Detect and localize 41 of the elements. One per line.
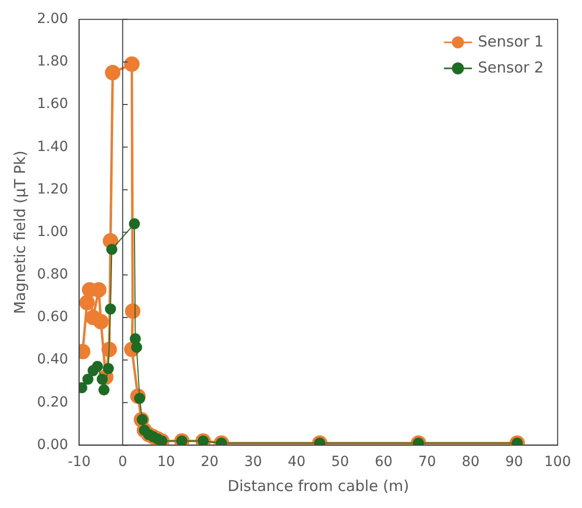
x-tick-label: 40 bbox=[288, 454, 306, 470]
x-axis-title: Distance from cable (m) bbox=[228, 476, 410, 495]
legend-label: Sensor 1 bbox=[478, 32, 544, 50]
y-tick-label: 1.20 bbox=[37, 181, 68, 198]
x-tick-label: 0 bbox=[118, 454, 128, 470]
y-tick-label: 0.80 bbox=[37, 266, 68, 283]
x-tick-label: -10 bbox=[68, 454, 91, 470]
x-tick-label: 10 bbox=[157, 454, 176, 470]
point bbox=[101, 342, 117, 358]
point bbox=[104, 303, 116, 314]
x-tick-label: 70 bbox=[418, 454, 436, 470]
y-tick-label: 1.40 bbox=[37, 138, 68, 155]
y-tick-label: 1.00 bbox=[37, 224, 68, 240]
point bbox=[79, 294, 95, 310]
point bbox=[98, 384, 110, 396]
point bbox=[102, 363, 114, 374]
y-tick-label: 2.00 bbox=[37, 11, 68, 28]
legend-label: Sensor 2 bbox=[478, 58, 544, 76]
point bbox=[128, 218, 140, 230]
x-tick-label: 20 bbox=[200, 454, 219, 470]
point bbox=[124, 56, 140, 72]
y-tick-label: 1.60 bbox=[37, 96, 68, 112]
point bbox=[124, 303, 140, 319]
y-tick-label: 0.40 bbox=[37, 352, 68, 368]
x-tick-label: 80 bbox=[462, 454, 480, 470]
point bbox=[156, 435, 168, 446]
y-tick-label: 1.80 bbox=[37, 54, 68, 70]
y-tick-label: 0.20 bbox=[37, 394, 68, 410]
point bbox=[104, 64, 120, 80]
point bbox=[106, 244, 118, 255]
point bbox=[93, 314, 109, 330]
point bbox=[92, 360, 103, 372]
x-tick-label: 50 bbox=[331, 454, 350, 470]
x-tick-label: 30 bbox=[244, 454, 262, 470]
x-tick-label: 100 bbox=[544, 454, 572, 470]
y-axis-title: Magnetic field (μT Pk) bbox=[10, 150, 29, 314]
y-tick-label: 0.00 bbox=[37, 436, 68, 453]
point bbox=[82, 374, 94, 385]
y-tick-label: 0.60 bbox=[37, 309, 68, 326]
x-tick-label: 60 bbox=[374, 454, 393, 470]
x-tick-label: 90 bbox=[505, 454, 524, 470]
